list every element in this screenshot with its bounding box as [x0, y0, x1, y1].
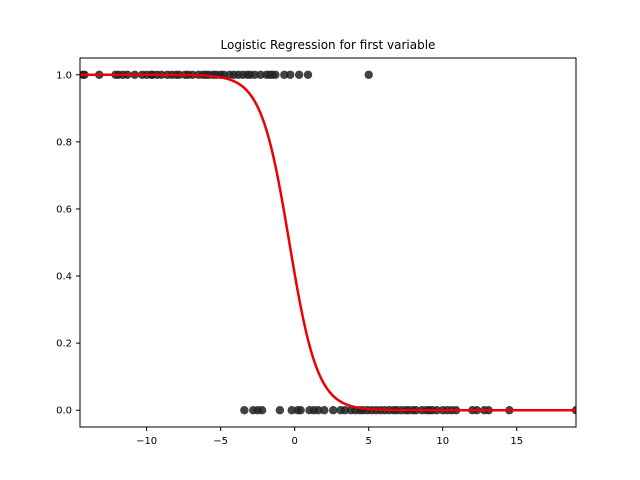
- y-tick-label: 0.4: [56, 272, 72, 283]
- data-point-y0: [328, 406, 338, 415]
- data-point-y1: [256, 70, 265, 79]
- data-point-y1: [286, 70, 295, 79]
- y-tick-label: 0.6: [56, 204, 72, 215]
- x-tick-label: 5: [366, 436, 372, 447]
- x-tick-label: −10: [136, 436, 157, 447]
- x-tick-label: −5: [213, 436, 228, 447]
- x-axis: −10 −5 0 5 10 15: [136, 427, 523, 447]
- y-tick-label: 0.0: [56, 406, 72, 417]
- data-point-y0: [320, 406, 329, 415]
- plot-area: [80, 70, 576, 415]
- data-point-y0: [296, 406, 305, 415]
- x-tick-label: 15: [510, 436, 523, 447]
- data-point-y0: [340, 406, 350, 415]
- chart-title: Logistic Regression for first variable: [221, 38, 436, 52]
- y-tick-label: 0.8: [56, 137, 72, 148]
- y-tick-label: 0.2: [56, 339, 72, 350]
- x-tick-label: 10: [436, 436, 449, 447]
- data-point-y1: [271, 70, 280, 79]
- data-point-y0: [275, 406, 285, 415]
- data-point-y0: [257, 406, 267, 415]
- data-point-y1: [294, 70, 304, 79]
- data-point-y1: [364, 70, 373, 79]
- data-point-y0: [314, 406, 323, 415]
- data-point-y0: [287, 406, 296, 415]
- data-point-y0: [240, 406, 249, 415]
- y-axis: 0.0 0.2 0.4 0.6 0.8 1.0: [56, 70, 80, 417]
- data-point-y1: [303, 70, 313, 79]
- x-tick-label: 0: [291, 436, 297, 447]
- y-tick-label: 1.0: [56, 70, 72, 81]
- axes-frame: [79, 57, 577, 428]
- logistic-curve: [80, 73, 576, 412]
- data-point-y1: [280, 70, 289, 79]
- data-point-y1: [250, 70, 259, 79]
